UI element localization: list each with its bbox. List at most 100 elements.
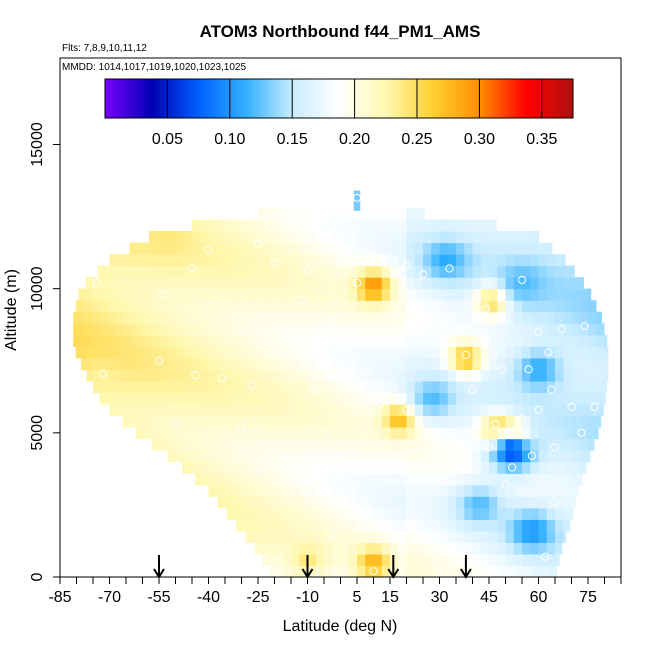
heat-cell — [183, 242, 193, 255]
heat-cell — [241, 380, 251, 393]
colorbar-swatch — [241, 79, 246, 118]
heat-cell — [530, 415, 540, 428]
heat-cell — [340, 334, 350, 347]
heat-cell — [555, 427, 564, 440]
heat-cell — [299, 300, 309, 313]
heat-cell — [315, 207, 325, 220]
heat-cell — [456, 323, 465, 336]
heat-cell — [390, 392, 399, 405]
colorbar-swatch — [569, 79, 574, 118]
heat-cell — [315, 415, 325, 428]
heat-cell — [522, 242, 531, 255]
heat-cell — [241, 461, 251, 474]
heat-cell — [456, 484, 465, 497]
colorbar-swatch — [358, 79, 363, 118]
heat-cell — [414, 265, 424, 278]
heat-cell — [464, 530, 474, 543]
colorbar-swatch — [124, 79, 129, 118]
colorbar-swatch — [307, 79, 313, 118]
heat-cell — [241, 231, 251, 244]
heat-cell — [291, 507, 300, 520]
heat-cell — [365, 438, 375, 451]
heat-cell — [241, 473, 251, 486]
heat-cell — [258, 288, 267, 301]
heat-cell — [307, 553, 317, 566]
heat-cell — [129, 242, 135, 255]
heat-cell — [373, 519, 383, 532]
heat-cell — [307, 207, 317, 220]
heat-cell — [489, 484, 498, 497]
heat-cell — [348, 207, 358, 220]
heat-cell — [431, 484, 441, 497]
colorbar-swatch — [354, 79, 359, 118]
heat-cell — [365, 357, 375, 370]
heat-cell — [348, 357, 358, 370]
heat-cell — [447, 507, 457, 520]
heat-cell — [282, 207, 292, 220]
heat-cell — [233, 219, 243, 232]
colorbar-swatch — [202, 79, 207, 118]
heat-cell — [546, 438, 556, 451]
heat-cell — [167, 334, 177, 347]
heat-cell — [414, 346, 424, 359]
heat-cell — [340, 254, 350, 267]
heat-cell — [332, 346, 342, 359]
heat-cell — [447, 323, 457, 336]
colorbar-swatch — [335, 79, 340, 118]
heat-cell — [274, 219, 284, 232]
heat-cell — [249, 450, 259, 463]
heat-cell — [182, 461, 185, 474]
heat-cell — [233, 323, 243, 336]
heat-cell — [414, 334, 424, 347]
heat-cell — [117, 288, 127, 301]
heat-cell — [126, 265, 135, 278]
heat-cell — [159, 231, 168, 244]
colorbar-swatch — [319, 79, 324, 118]
heat-cell — [192, 346, 201, 359]
y-tick-label: 5000 — [29, 415, 46, 451]
sample-point — [379, 457, 388, 466]
sample-point — [217, 373, 226, 383]
heat-cell — [406, 380, 416, 393]
heat-cell — [505, 288, 515, 301]
heat-cell — [456, 519, 465, 532]
heat-cell — [299, 542, 309, 555]
sample-point — [590, 402, 599, 411]
heat-cell — [439, 277, 449, 290]
heat-cell — [464, 311, 474, 324]
heat-cell — [249, 277, 259, 290]
heat-cell — [258, 369, 267, 382]
heat-cell — [324, 357, 333, 370]
heat-cell — [390, 207, 399, 220]
heat-cell — [216, 404, 226, 417]
heat-cell — [159, 277, 168, 290]
heat-cell — [258, 438, 267, 451]
heat-cell — [447, 484, 457, 497]
heat-cell — [357, 380, 366, 393]
heat-cell — [208, 277, 218, 290]
heat-cell — [489, 346, 498, 359]
heat-cell — [381, 496, 391, 509]
heat-cell — [225, 254, 234, 267]
heat-cell — [142, 380, 152, 393]
heat-cell — [282, 346, 292, 359]
heat-cell — [390, 542, 399, 555]
heat-cell — [431, 392, 441, 405]
heat-cell — [274, 242, 284, 255]
heat-cell — [604, 346, 609, 359]
heat-cell — [117, 334, 127, 347]
heat-cell — [324, 473, 333, 486]
heat-cell — [596, 380, 606, 393]
heat-cell — [588, 334, 597, 347]
heat-cell — [472, 496, 482, 509]
heat-cell — [555, 404, 564, 417]
heat-cell — [315, 334, 325, 347]
heat-cell — [134, 254, 144, 267]
heat-cell — [464, 392, 474, 405]
x-axis: -85 -70 -55 -40 -25 -10 5 15 30 45 60 75 — [48, 577, 622, 606]
heat-cell — [324, 519, 333, 532]
heat-cell — [431, 346, 441, 359]
heat-cell — [175, 438, 185, 451]
heat-cell — [291, 461, 300, 474]
sample-point — [524, 365, 533, 374]
